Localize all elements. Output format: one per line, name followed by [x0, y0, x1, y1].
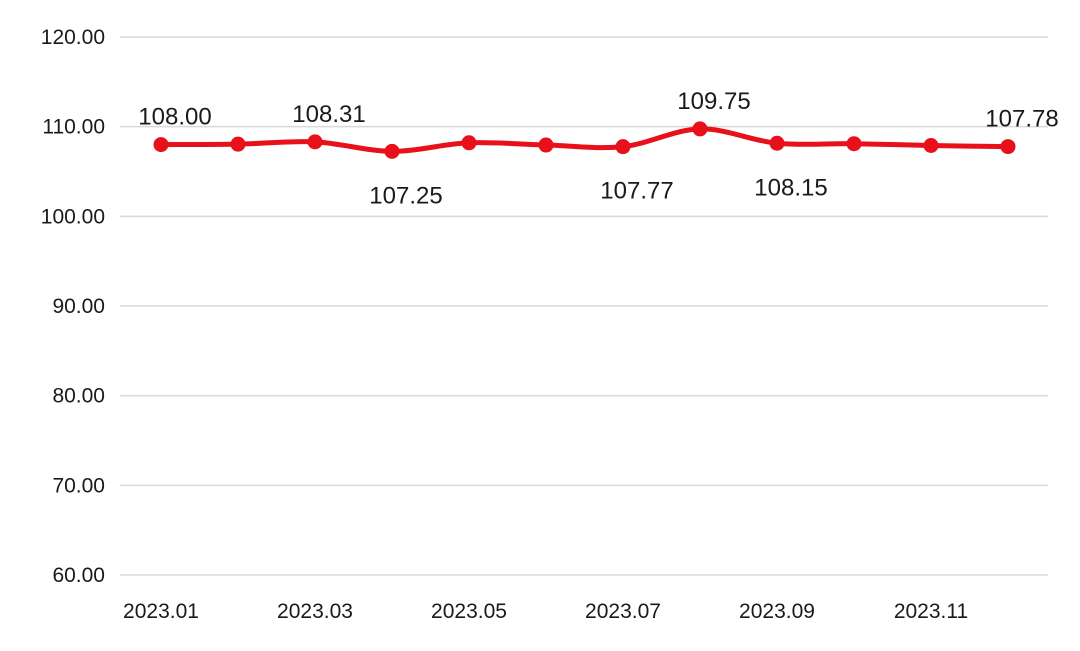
- y-tick-label: 100.00: [41, 205, 105, 228]
- x-tick-label: 2023.07: [585, 600, 661, 623]
- x-tick-label: 2023.11: [894, 600, 968, 623]
- data-label: 108.31: [292, 101, 365, 128]
- x-tick-label: 2023.01: [123, 600, 199, 623]
- data-point: [692, 121, 708, 137]
- data-point: [461, 135, 477, 151]
- data-point: [538, 137, 554, 153]
- data-point: [307, 134, 323, 150]
- data-point: [1000, 139, 1016, 155]
- data-point: [923, 137, 939, 153]
- data-point: [846, 136, 862, 152]
- series-line: [158, 126, 1011, 154]
- gridlines: [120, 36, 1048, 576]
- data-label: 108.00: [138, 104, 211, 131]
- x-tick-label: 2023.05: [431, 600, 507, 623]
- y-tick-label: 90.00: [52, 295, 105, 318]
- y-tick-label: 120.00: [41, 26, 105, 49]
- series-points: [153, 121, 1016, 159]
- data-label: 109.75: [677, 88, 750, 115]
- data-point: [615, 139, 631, 155]
- data-label: 107.77: [600, 178, 673, 205]
- data-point: [230, 136, 246, 152]
- series-line-path: [158, 126, 1011, 154]
- data-label: 107.25: [369, 182, 442, 209]
- y-axis-labels: 60.00 70.00 80.00 90.00 100.00 110.00 120.00: [41, 26, 105, 587]
- y-tick-label: 110.00: [42, 116, 105, 139]
- data-point: [769, 135, 785, 151]
- data-point: [384, 143, 400, 159]
- y-tick-label: 60.00: [52, 564, 105, 587]
- data-labels: 108.00 108.31 107.25 107.77 109.75 108.15 107.…: [138, 88, 1058, 209]
- y-tick-label: 70.00: [52, 474, 105, 497]
- data-point: [153, 137, 169, 153]
- y-tick-label: 80.00: [52, 385, 105, 408]
- x-tick-label: 2023.03: [277, 600, 353, 623]
- data-label: 107.78: [985, 106, 1058, 133]
- x-tick-label: 2023.09: [739, 600, 815, 623]
- data-label: 108.15: [754, 174, 827, 201]
- x-axis-labels: 2023.01 2023.03 2023.05 2023.07 2023.09 2023.…: [123, 600, 968, 623]
